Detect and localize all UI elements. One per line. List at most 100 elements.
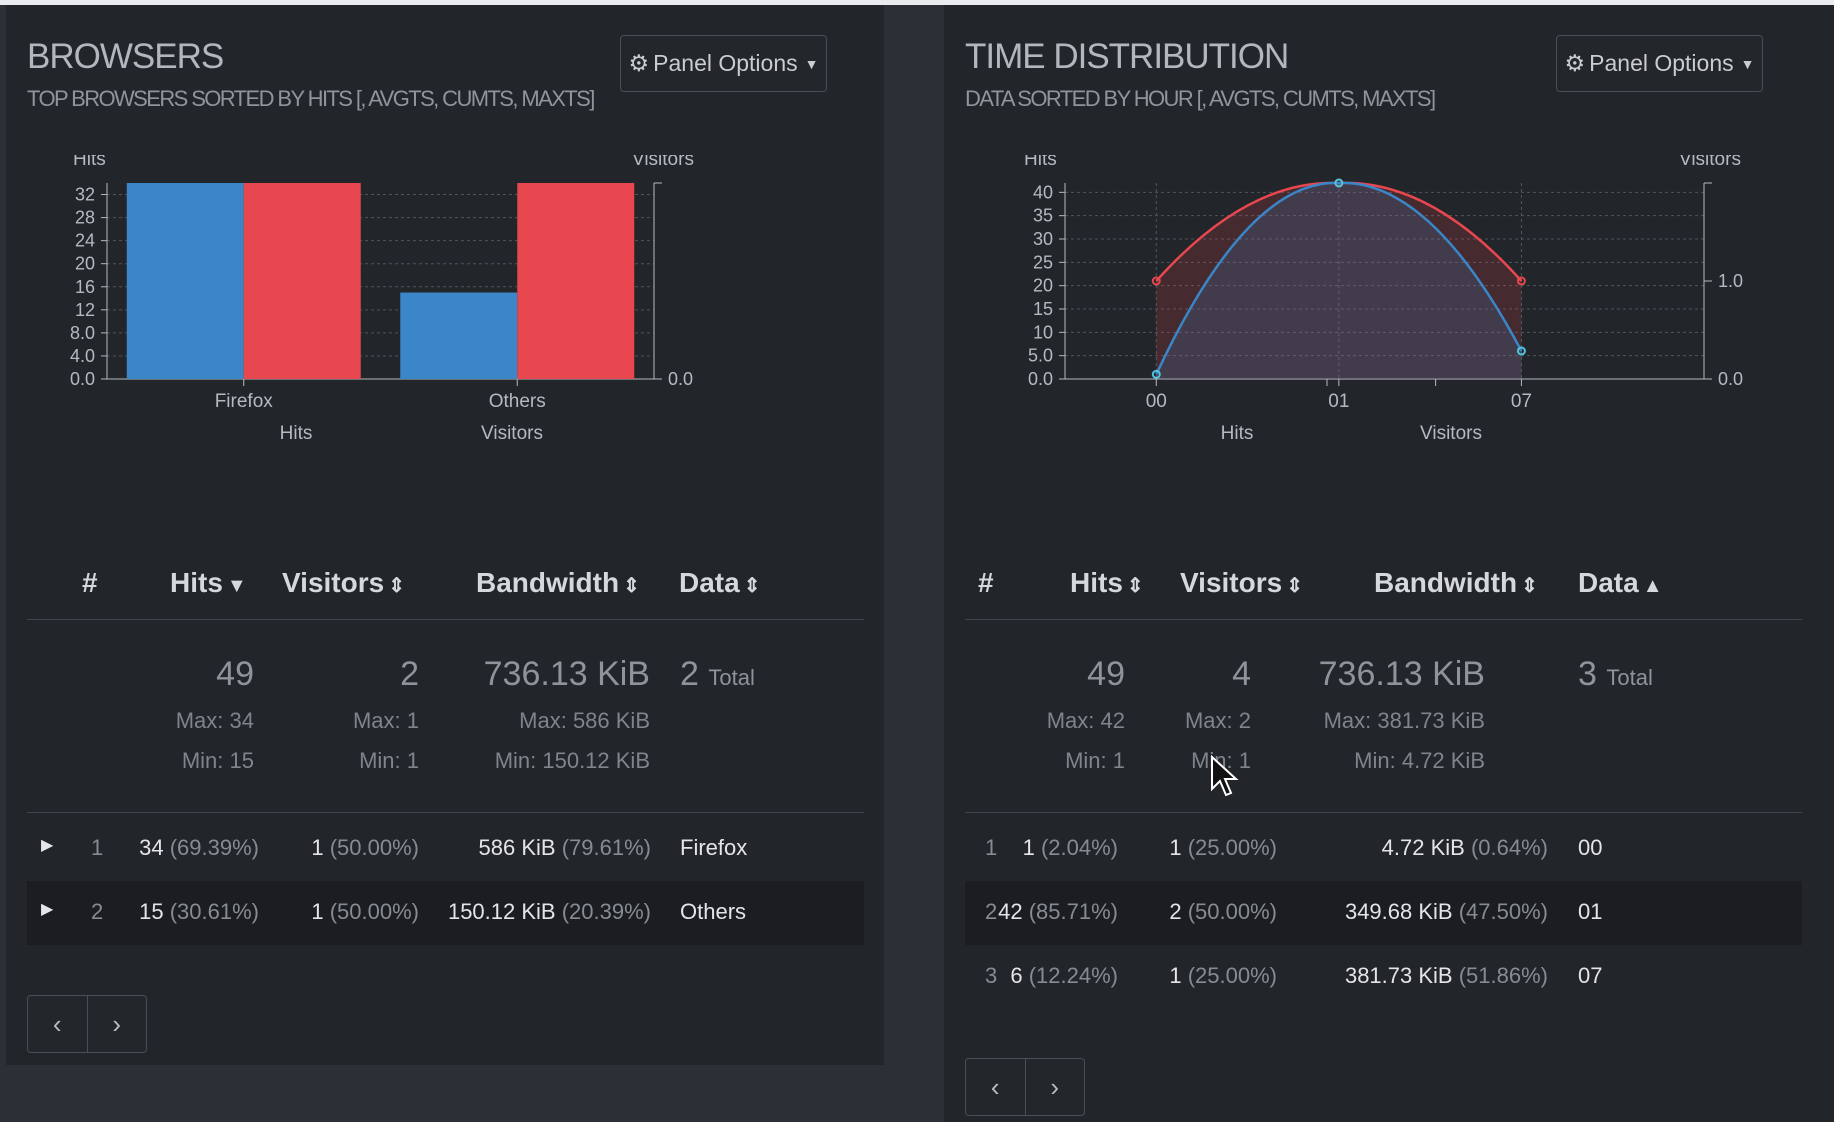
y-tick-label: 16: [75, 277, 95, 297]
y2-axis-label: Visitors: [1679, 155, 1741, 170]
row-hits: 42 (85.71%): [998, 899, 1118, 924]
row-hits: 1 (2.04%): [1022, 835, 1118, 860]
col-bandwidth[interactable]: Bandwidth ⇕: [476, 567, 640, 598]
col-visitors[interactable]: Visitors ⇕: [282, 567, 405, 598]
expand-icon[interactable]: ▶: [41, 901, 54, 918]
sort-icon: ⇕: [743, 575, 761, 597]
x-tick-label: Firefox: [215, 391, 274, 412]
y-tick-label: 32: [75, 185, 95, 205]
row-num: 2: [91, 899, 104, 924]
y-tick-label: 40: [1033, 182, 1053, 202]
col-hits[interactable]: Hits ⇕: [1070, 567, 1144, 598]
area-hits: [1156, 182, 1522, 379]
row-visitors: 1 (25.00%): [1169, 963, 1277, 988]
col-num: #: [978, 567, 994, 598]
x-tick-label: 01: [1328, 391, 1349, 412]
gear-icon: ⚙: [628, 50, 650, 76]
total-data: 2 Total: [680, 655, 755, 693]
bandwidth-min: Min: 4.72 KiB: [1354, 748, 1485, 773]
sort-icon: ⇕: [1126, 575, 1144, 597]
row-visitors: 1 (50.00%): [311, 835, 419, 860]
col-bandwidth[interactable]: Bandwidth ⇕: [1374, 567, 1538, 598]
table-row[interactable]: ▶ 1 34 (69.39%) 1 (50.00%) 586 KiB (79.6…: [27, 817, 864, 881]
legend-hits: Hits: [280, 423, 313, 444]
y-tick-label: 28: [75, 208, 95, 228]
x-tick-label: 00: [1146, 391, 1167, 412]
sort-icon: ⇕: [388, 575, 405, 597]
bar-visitors: [517, 183, 635, 379]
col-num: #: [82, 567, 98, 598]
row-data: Others: [680, 899, 747, 924]
table-row[interactable]: 3 6 (12.24%) 1 (25.00%) 381.73 KiB (51.8…: [965, 945, 1802, 1009]
top-border: [0, 0, 1834, 5]
mouse-cursor-icon: [1211, 755, 1239, 797]
panel-options-label: Panel Options: [653, 50, 798, 76]
row-hits: 6 (12.24%): [1010, 963, 1118, 988]
y-tick-label: 35: [1033, 206, 1053, 226]
legend-visitors: Visitors: [1420, 423, 1482, 444]
table-row[interactable]: 2 42 (85.71%) 2 (50.00%) 349.68 KiB (47.…: [965, 881, 1802, 945]
y-tick-label: 0.0: [1028, 369, 1053, 389]
visitors-max: Max: 1: [352, 708, 419, 733]
row-hits: 34 (69.39%): [139, 835, 259, 860]
row-data: 00: [1578, 835, 1603, 860]
panel-options-button[interactable]: ⚙ Panel Options ▼: [1556, 35, 1763, 92]
chevron-right-icon[interactable]: ›: [1050, 1071, 1060, 1102]
pagination: ‹ ›: [965, 1058, 1085, 1116]
total-hits: 49: [1087, 655, 1125, 693]
row-hits: 15 (30.61%): [139, 899, 259, 924]
row-num: 1: [91, 835, 104, 860]
bandwidth-min: Min: 150.12 KiB: [494, 748, 650, 773]
y-tick-label: 20: [1033, 276, 1053, 296]
sort-asc-icon: ▲: [1642, 575, 1663, 597]
y-tick-label: 25: [1033, 252, 1053, 272]
panel-options-label: Panel Options: [1589, 50, 1734, 76]
total-visitors: 2: [400, 655, 419, 693]
table-row[interactable]: 1 1 (2.04%) 1 (25.00%) 4.72 KiB (0.64%) …: [965, 817, 1802, 881]
total-visitors: 4: [1232, 655, 1251, 693]
row-bandwidth: 586 KiB (79.61%): [478, 835, 651, 860]
y2-tick-label: 1.0: [1718, 271, 1743, 291]
panel-title: TIME DISTRIBUTION: [965, 37, 1289, 76]
y-tick-label: 30: [1033, 229, 1053, 249]
browsers-chart: Hits Visitors 0.0 4.0 8.0 12 16 20 24 28 32 0.0 Fire…: [70, 155, 694, 444]
row-data: Firefox: [680, 835, 748, 860]
panel-subtitle: TOP BROWSERS SORTED BY HITS [, AVGTS, CU…: [27, 86, 595, 111]
y-tick-label: 8.0: [70, 323, 95, 343]
hits-max: Max: 42: [1046, 708, 1125, 733]
bandwidth-max: Max: 586 KiB: [519, 708, 650, 733]
y2-axis-label: Visitors: [632, 155, 694, 170]
point-hits: [1334, 178, 1344, 188]
col-visitors[interactable]: Visitors ⇕: [1180, 567, 1303, 598]
row-num: 3: [985, 963, 998, 988]
panel-options-button[interactable]: ⚙ Panel Options ▼: [620, 35, 827, 92]
hits-min: Min: 1: [1065, 748, 1125, 773]
table-row[interactable]: ▶ 2 15 (30.61%) 1 (50.00%) 150.12 KiB (2…: [27, 881, 864, 945]
line-hits: [1155, 181, 1523, 375]
col-data[interactable]: Data ▲: [1578, 567, 1663, 598]
area-visitors: [1156, 182, 1522, 379]
panel-subtitle: DATA SORTED BY HOUR [, AVGTS, CUMTS, MAX…: [965, 86, 1436, 111]
time-distribution-chart: Hits Visitors 0.0 5.0 10 15 20 25 30 35 40 0.0 1.0 00…: [1024, 155, 1743, 444]
caret-down-icon: ▼: [804, 55, 819, 72]
browsers-panel: BROWSERS TOP BROWSERS SORTED BY HITS [, …: [6, 5, 884, 1065]
point-hits: [1516, 346, 1526, 356]
chevron-left-icon[interactable]: ‹: [966, 1059, 1026, 1115]
chevron-right-icon[interactable]: ›: [112, 1008, 122, 1039]
sort-icon: ⇕: [1286, 575, 1303, 597]
expand-icon[interactable]: ▶: [41, 837, 54, 854]
panel-title: BROWSERS: [27, 37, 224, 76]
y2-tick-label: 0.0: [1718, 369, 1743, 389]
row-data: 01: [1578, 899, 1603, 924]
hits-min: Min: 15: [181, 748, 254, 773]
time-distribution-panel: TIME DISTRIBUTION DATA SORTED BY HOUR [,…: [944, 5, 1834, 1122]
y-tick-label: 12: [75, 300, 95, 320]
bar-hits: [400, 292, 518, 379]
col-data[interactable]: Data ⇕: [679, 567, 761, 598]
chevron-left-icon[interactable]: ‹: [28, 996, 88, 1052]
legend-hits: Hits: [1221, 423, 1254, 444]
bar-hits: [126, 183, 244, 379]
total-hits: 49: [216, 655, 254, 693]
col-hits[interactable]: Hits ▼: [170, 567, 247, 598]
y-tick-label: 4.0: [70, 346, 95, 366]
